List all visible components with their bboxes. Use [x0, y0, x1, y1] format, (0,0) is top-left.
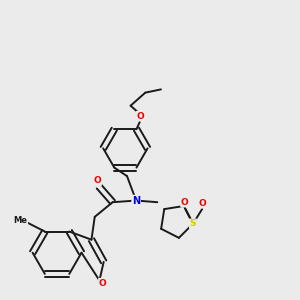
Text: O: O	[94, 176, 101, 185]
Text: O: O	[181, 198, 189, 207]
Text: Me: Me	[14, 216, 27, 225]
Text: O: O	[136, 112, 144, 121]
Text: O: O	[99, 278, 106, 287]
Text: N: N	[132, 196, 140, 206]
Text: O: O	[198, 199, 206, 208]
Text: S: S	[190, 219, 196, 228]
